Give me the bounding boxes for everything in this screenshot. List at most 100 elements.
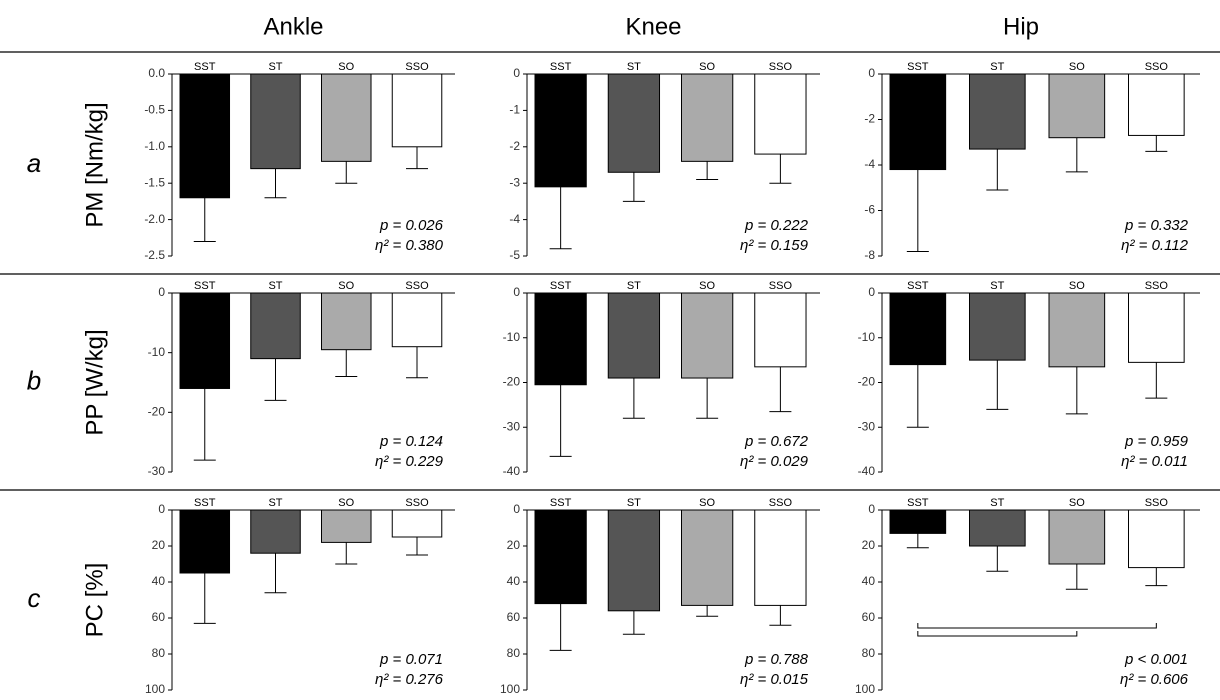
bar (250, 73, 301, 170)
bar (534, 509, 587, 605)
category-label: SST (550, 280, 572, 292)
bar (250, 509, 301, 554)
panel-label: a (27, 148, 41, 178)
category-label: SO (1069, 280, 1085, 292)
y-tick-label: 0 (158, 502, 165, 516)
y-tick-label: 60 (862, 610, 876, 624)
category-label: SSO (405, 280, 429, 292)
bar (754, 509, 807, 606)
y-tick-label: -5 (509, 248, 520, 262)
column-title: Ankle (263, 13, 323, 40)
y-tick-label: -30 (148, 464, 166, 478)
category-label: SST (550, 61, 572, 73)
category-label: SSO (769, 61, 793, 73)
category-label: ST (268, 61, 282, 73)
column-title: Knee (625, 13, 681, 40)
y-tick-label: 0 (513, 502, 520, 516)
y-tick-label: 60 (507, 610, 521, 624)
category-label: ST (627, 61, 641, 73)
bar (250, 292, 301, 360)
category-label: SSO (1145, 61, 1169, 73)
y-tick-label: -30 (858, 419, 876, 433)
y-tick-label: -20 (858, 375, 876, 389)
category-label: SO (338, 497, 354, 509)
bar (321, 73, 372, 162)
column-title: Hip (1003, 13, 1039, 40)
y-tick-label: -20 (503, 375, 521, 389)
bar (534, 73, 587, 188)
y-tick-label: 40 (152, 574, 166, 588)
bar (321, 292, 372, 351)
y-tick-label: 0 (158, 285, 165, 299)
bar (969, 509, 1026, 547)
category-label: SO (338, 61, 354, 73)
category-label: SST (907, 61, 929, 73)
y-tick-label: -0.5 (144, 103, 165, 117)
bar (391, 73, 443, 148)
bar (179, 509, 231, 574)
y-tick-label: -1.5 (144, 175, 165, 189)
bar (681, 73, 734, 162)
category-label: ST (990, 61, 1004, 73)
y-tick-label: 60 (152, 610, 166, 624)
y-tick-label: -3 (509, 175, 520, 189)
annotation: p = 0.222 (744, 217, 809, 234)
y-tick-label: -2 (509, 139, 520, 153)
y-tick-label: -1 (509, 103, 520, 117)
category-label: ST (627, 280, 641, 292)
annotation: p = 0.788 (744, 651, 809, 668)
category-label: SO (1069, 497, 1085, 509)
bar (1048, 292, 1106, 368)
annotation: p = 0.672 (744, 433, 809, 450)
category-label: ST (627, 497, 641, 509)
y-tick-label: -1.0 (144, 139, 165, 153)
bar (607, 509, 661, 612)
y-tick-label: 0 (868, 66, 875, 80)
y-tick-label: -30 (503, 419, 521, 433)
category-label: SST (194, 497, 216, 509)
y-tick-label: -4 (864, 157, 875, 171)
annotation: p = 0.124 (379, 433, 443, 450)
category-label: SSO (1145, 280, 1169, 292)
y-axis-label: PC [%] (81, 563, 108, 638)
y-tick-label: 20 (152, 538, 166, 552)
category-label: SSO (405, 61, 429, 73)
category-label: SST (194, 280, 216, 292)
annotation: η² = 0.606 (1120, 671, 1189, 688)
annotation: η² = 0.015 (740, 671, 809, 688)
annotation: η² = 0.011 (1121, 453, 1188, 470)
category-label: ST (990, 280, 1004, 292)
bar (1128, 292, 1185, 363)
category-label: SSO (769, 497, 793, 509)
y-tick-label: -10 (148, 345, 166, 359)
y-tick-label: 80 (507, 646, 521, 660)
y-axis-label: PP [W/kg] (81, 329, 108, 435)
y-tick-label: 100 (855, 682, 875, 696)
bar (607, 292, 661, 379)
y-tick-label: -40 (503, 464, 521, 478)
category-label: ST (268, 280, 282, 292)
category-label: ST (990, 497, 1004, 509)
annotation: η² = 0.112 (1121, 237, 1188, 254)
y-tick-label: 100 (145, 682, 165, 696)
bar (179, 292, 231, 389)
bar (889, 73, 947, 171)
annotation: p = 0.026 (379, 217, 444, 234)
category-label: SSO (1145, 497, 1169, 509)
annotation: η² = 0.229 (375, 453, 444, 470)
y-tick-label: 0 (513, 66, 520, 80)
annotation: η² = 0.029 (740, 453, 809, 470)
y-tick-label: 100 (500, 682, 520, 696)
bar (889, 509, 947, 534)
category-label: SST (907, 497, 929, 509)
y-tick-label: -4 (509, 212, 520, 226)
bar (681, 292, 734, 379)
y-tick-label: 40 (507, 574, 521, 588)
y-tick-label: -10 (503, 330, 521, 344)
bar (754, 292, 807, 368)
y-tick-label: -20 (148, 405, 166, 419)
y-tick-label: 80 (152, 646, 166, 660)
bar (1128, 73, 1185, 136)
category-label: SO (338, 280, 354, 292)
